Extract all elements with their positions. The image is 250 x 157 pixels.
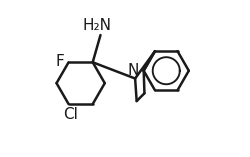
Text: N: N	[128, 63, 139, 78]
Text: H₂N: H₂N	[82, 18, 111, 33]
Text: Cl: Cl	[64, 107, 78, 122]
Text: F: F	[56, 54, 64, 69]
